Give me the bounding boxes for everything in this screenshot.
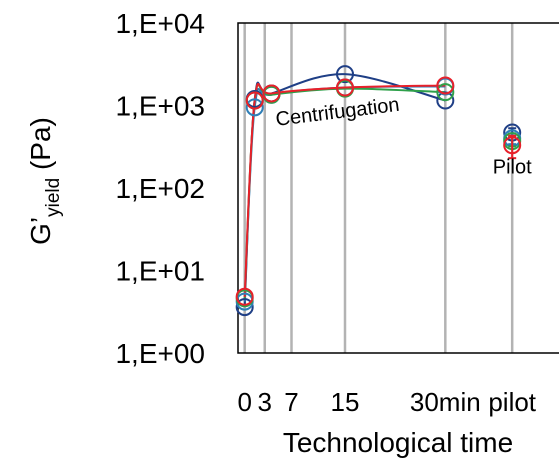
x-tick-label: 15 [331, 387, 360, 417]
grid-lines [243, 23, 514, 353]
y-axis-label: G’yield (Pa) [25, 117, 64, 245]
x-tick-label: 30min [410, 387, 481, 417]
x-tick-label: pilot [488, 387, 536, 417]
data-point [436, 83, 455, 102]
data-point [245, 91, 264, 110]
pilot-label: Pilot [493, 156, 532, 178]
series-lines [243, 73, 446, 308]
data-point [245, 98, 264, 117]
y-tick-label: 1,E+00 [115, 338, 205, 369]
data-point [262, 84, 281, 103]
data-point [235, 298, 254, 317]
y-tick-label: 1,E+03 [115, 91, 205, 122]
y-tick-label: 1,E+02 [115, 173, 205, 204]
y-tick-labels: 1,E+00 1,E+01 1,E+02 1,E+03 1,E+04 0 3 7 15 30min… [115, 8, 536, 417]
x-tick-label: 0 [237, 387, 251, 417]
centrifugation-label: Centrifugation [274, 94, 400, 131]
series-line-3 [243, 83, 446, 297]
y-axis-label-unit: (Pa) [25, 117, 56, 178]
y-axis-label-sub: yield [43, 178, 64, 217]
x-tick-label: 7 [284, 387, 298, 417]
annotations: Centrifugation Pilot [274, 94, 532, 179]
y-tick-label: 1,E+04 [115, 8, 205, 39]
x-tick-label: 3 [258, 387, 272, 417]
series-markers [235, 65, 522, 317]
y-axis-label-main: G’ [25, 217, 56, 245]
y-tick-label: 1,E+01 [115, 256, 205, 287]
data-point [436, 76, 455, 95]
plot-area [237, 22, 559, 354]
x-axis-label: Technological time [283, 427, 513, 458]
data-point [235, 287, 254, 306]
data-point [336, 65, 354, 84]
pilot-point [503, 136, 522, 155]
data-point [336, 78, 354, 97]
